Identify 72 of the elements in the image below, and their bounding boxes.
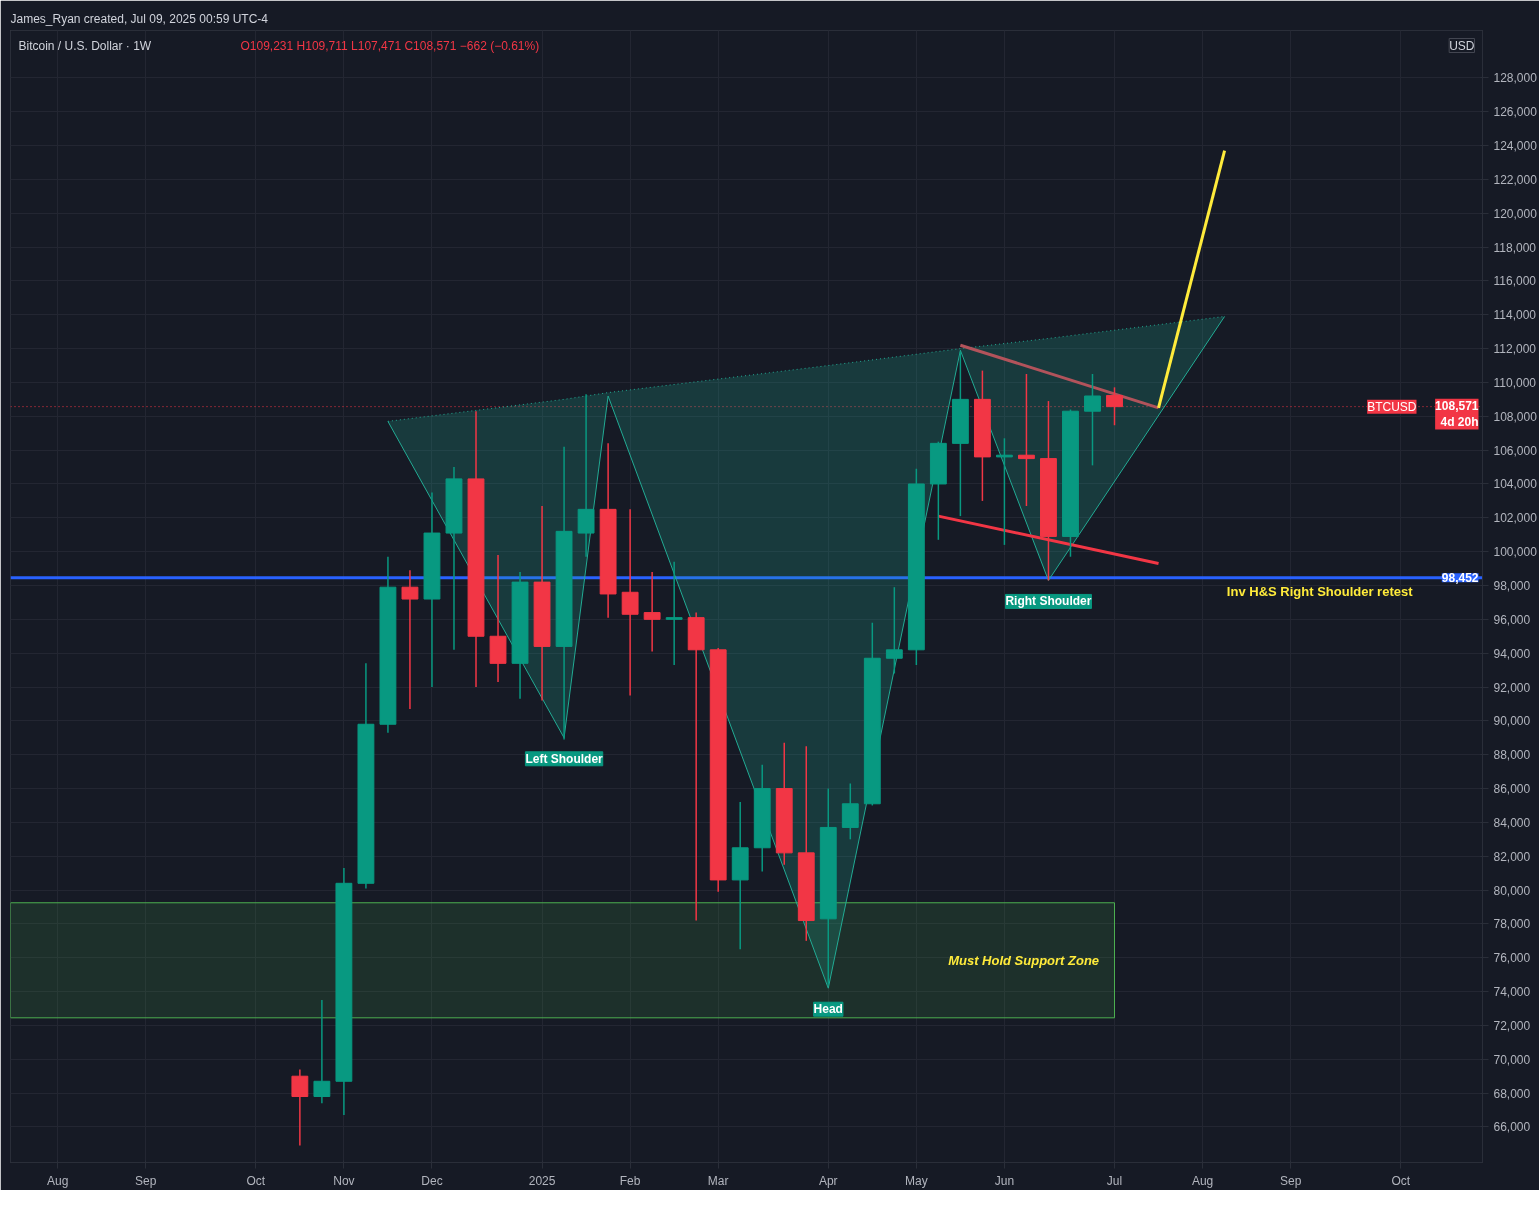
y-tick-label: 110,000 [1493,375,1537,390]
candlestick [313,999,331,1105]
y-tick-label: 94,000 [1493,646,1531,661]
y-tick-label: 88,000 [1493,748,1531,763]
y-tick-label: 108,000 [1493,409,1538,424]
band-label: Must Hold Support Zone [948,952,1100,968]
y-tick-label: 118,000 [1493,240,1537,255]
candlestick [291,1068,309,1147]
annotation: BTCUSD [1367,399,1417,414]
x-tick-label: Jul [1106,1173,1123,1188]
y-tick-label: 114,000 [1493,308,1537,323]
y-tick-label: 84,000 [1493,815,1531,830]
x-tick-label: Sep [1279,1173,1302,1188]
x-tick-label: Jun [994,1173,1015,1188]
y-tick-label: 80,000 [1493,883,1531,898]
x-tick-label: Apr [818,1173,838,1188]
candlestick [643,571,661,653]
y-tick-label: 98,000 [1493,579,1531,593]
x-tick-label: Aug [47,1173,69,1188]
candlestick [621,508,639,697]
x-tick-label: Sep [135,1173,157,1188]
y-tick-label: 124,000 [1493,139,1538,154]
y-tick-label: 72,000 [1493,1018,1531,1033]
candlestick [665,561,683,666]
y-tick-label: 90,000 [1493,714,1531,729]
y-tick-label: 102,000 [1493,511,1538,526]
text: James_Ryan created, Jul 09, 2025 00:59 UTC-4 [10,11,269,26]
candlestick [1084,373,1101,467]
y-tick-label: 76,000 [1493,951,1531,966]
annotation: Right Shoulder [1005,594,1092,609]
candlestick [885,586,903,675]
y-tick-label: 116,000 [1493,274,1537,289]
y-tick-label: 86,000 [1493,782,1531,797]
annotation: 4d 20h [1440,415,1479,430]
y-tick-label: 74,000 [1493,985,1531,1000]
annotation: Left Shoulder [525,751,604,766]
y-tick-label: 78,000 [1493,917,1531,932]
y-tick-label: 92,000 [1493,680,1531,695]
x-tick-label: Dec [421,1173,443,1188]
text: O109,231 H109,711 L107,471 C108,571 −662 (−0.61%) [240,38,540,53]
y-tick-label: 106,000 [1493,443,1538,458]
x-tick-label: Oct [246,1173,266,1188]
y-tick-label: 68,000 [1493,1086,1531,1101]
annotation: Head [813,1002,843,1017]
text: Bitcoin / U.S. Dollar · 1W [18,38,152,53]
x-tick-label: Mar [707,1173,729,1188]
y-tick-label: 82,000 [1493,849,1531,864]
y-tick-label: 122,000 [1493,172,1538,187]
y-axis-title: USD [1449,38,1475,53]
y-tick-label: 128,000 [1493,71,1538,86]
candlestick [687,611,705,922]
x-tick-label: Oct [1391,1173,1411,1188]
annotation: Inv H&S Right Shoulder retest [1226,583,1414,599]
x-tick-label: Feb [619,1173,641,1188]
candlestick [841,782,859,841]
y-tick-label: 100,000 [1493,545,1538,560]
x-tick-label: Aug [1191,1173,1214,1188]
y-tick-label: 96,000 [1493,612,1531,627]
y-tick-label: 104,000 [1493,477,1538,492]
x-tick-label: 2025 [528,1173,556,1188]
y-tick-label: 70,000 [1493,1052,1531,1067]
y-tick-label: 66,000 [1493,1120,1531,1135]
ref-line-label: 98,452 [1441,571,1479,586]
candlestick [995,437,1013,546]
y-tick-label: 120,000 [1493,206,1538,221]
y-tick-label: 112,000 [1493,342,1537,357]
candlestick [401,569,419,710]
y-tick-label: 126,000 [1493,105,1538,120]
candlestick [577,393,595,558]
x-tick-label: Nov [333,1173,355,1188]
x-tick-label: May [905,1173,928,1188]
ref-line-label: 108,571 [1435,398,1479,413]
